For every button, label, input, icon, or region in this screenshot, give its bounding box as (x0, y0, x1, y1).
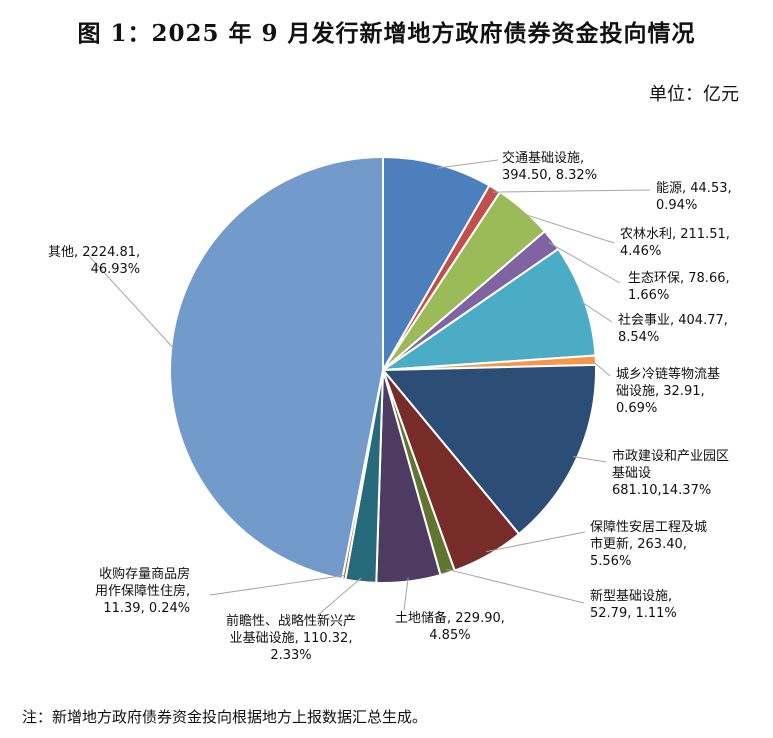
slice-label-line: 其他, 2224.81, (48, 245, 141, 260)
slice-label-line: 11.39, 0.24% (103, 601, 191, 616)
slice-label-11: 前瞻性、战略性新兴产 业基础设施, 110.32, 2.33% (226, 613, 356, 664)
pie-slice-1 (382, 155, 491, 374)
footnote: 注：新增地方政府债券资金投向根据地方上报数据汇总生成。 (22, 708, 428, 726)
slice-label-line: 394.50, 8.32% (502, 168, 598, 183)
leader-line-2 (492, 189, 651, 193)
slice-label-line: 础设施, 32.91, (616, 384, 705, 399)
slice-label-line: 交通基础设施, (502, 151, 585, 166)
slice-label-13: 其他, 2224.81, 46.93% (48, 244, 140, 278)
chart-title: 图 1：2025 年 9 月发行新增地方政府债券资金投向情况 (77, 20, 696, 47)
leader-line-13 (87, 254, 176, 351)
slice-label-line: 收购存量商品房 (99, 567, 191, 582)
pie-slice-5 (379, 247, 597, 372)
slice-label-3: 农林水利, 211.51, 4.46% (620, 226, 730, 260)
slice-label-8: 保障性安居工程及城 市更新, 263.40, 5.56% (590, 519, 707, 570)
unit-label: 单位：亿元 (649, 84, 739, 105)
slice-label-line: 社会事业, 404.77, (618, 313, 728, 328)
slice-label-line: 城乡冷链等物流基 (616, 367, 721, 382)
slice-label-line: 0.69% (616, 401, 658, 416)
slice-label-line: 土地储备, 229.90, (395, 611, 505, 626)
slice-label-2: 能源, 44.53, 0.94% (656, 180, 732, 214)
leader-line-11 (317, 577, 362, 616)
slice-label-line: 681.10,14.37% (612, 483, 712, 498)
leader-line-3 (520, 212, 615, 244)
leader-line-9 (446, 568, 585, 604)
slice-label-line: 前瞻性、战略性新兴产 (226, 614, 357, 629)
slice-label-12: 收购存量商品房 用作保障性住房, 11.39, 0.24% (95, 566, 190, 617)
slice-label-line: 市更新, 263.40, (590, 537, 687, 552)
slice-label-1: 交通基础设施, 394.50, 8.32% (502, 150, 597, 184)
leader-line-8 (486, 531, 586, 553)
pie-slice-7 (380, 363, 597, 536)
slice-label-line: 生态环保, 78.66, (628, 271, 730, 286)
slice-label-9: 新型基础设施, 52.79, 1.11% (590, 588, 677, 622)
leader-line-10 (403, 577, 409, 611)
slice-label-line: 0.94% (656, 198, 698, 213)
slice-label-line: 5.56% (590, 554, 632, 569)
slice-label-line: 农林水利, 211.51, (620, 227, 730, 242)
slice-label-6: 城乡冷链等物流基 础设施, 32.91, 0.69% (616, 366, 720, 417)
leader-line-12 (209, 574, 345, 596)
slice-label-line: 52.79, 1.11% (590, 606, 677, 621)
leader-line-6 (591, 360, 611, 377)
slice-label-4: 生态环保, 78.66, 1.66% (628, 270, 730, 304)
leader-line-5 (580, 300, 613, 323)
leader-line-7 (573, 456, 607, 463)
slice-label-line: 基础设 (612, 466, 652, 481)
slice-label-7: 市政建设和产业园区 基础设 681.10,14.37% (612, 448, 729, 499)
slice-label-5: 社会事业, 404.77, 8.54% (618, 312, 728, 346)
pie-slice-13 (169, 155, 384, 581)
slice-label-line: 市政建设和产业园区 (612, 449, 730, 464)
slice-label-line: 能源, 44.53, (656, 181, 732, 196)
leader-line-1 (436, 159, 499, 169)
slice-label-line: 2.33% (270, 648, 312, 663)
slice-label-line: 1.66% (628, 288, 670, 303)
slice-label-line: 新型基础设施, (590, 589, 673, 604)
slice-label-line: 4.46% (620, 244, 662, 259)
slice-label-line: 业基础设施, 110.32, (229, 631, 353, 646)
slice-label-line: 保障性安居工程及城 (590, 520, 708, 535)
slice-label-line: 46.93% (90, 262, 141, 277)
slice-label-line: 4.85% (429, 628, 471, 643)
slice-label-line: 8.54% (618, 330, 660, 345)
slice-label-line: 用作保障性住房, (95, 584, 191, 599)
slice-label-10: 土地储备, 229.90, 4.85% (395, 610, 505, 644)
leader-line-4 (548, 241, 621, 284)
